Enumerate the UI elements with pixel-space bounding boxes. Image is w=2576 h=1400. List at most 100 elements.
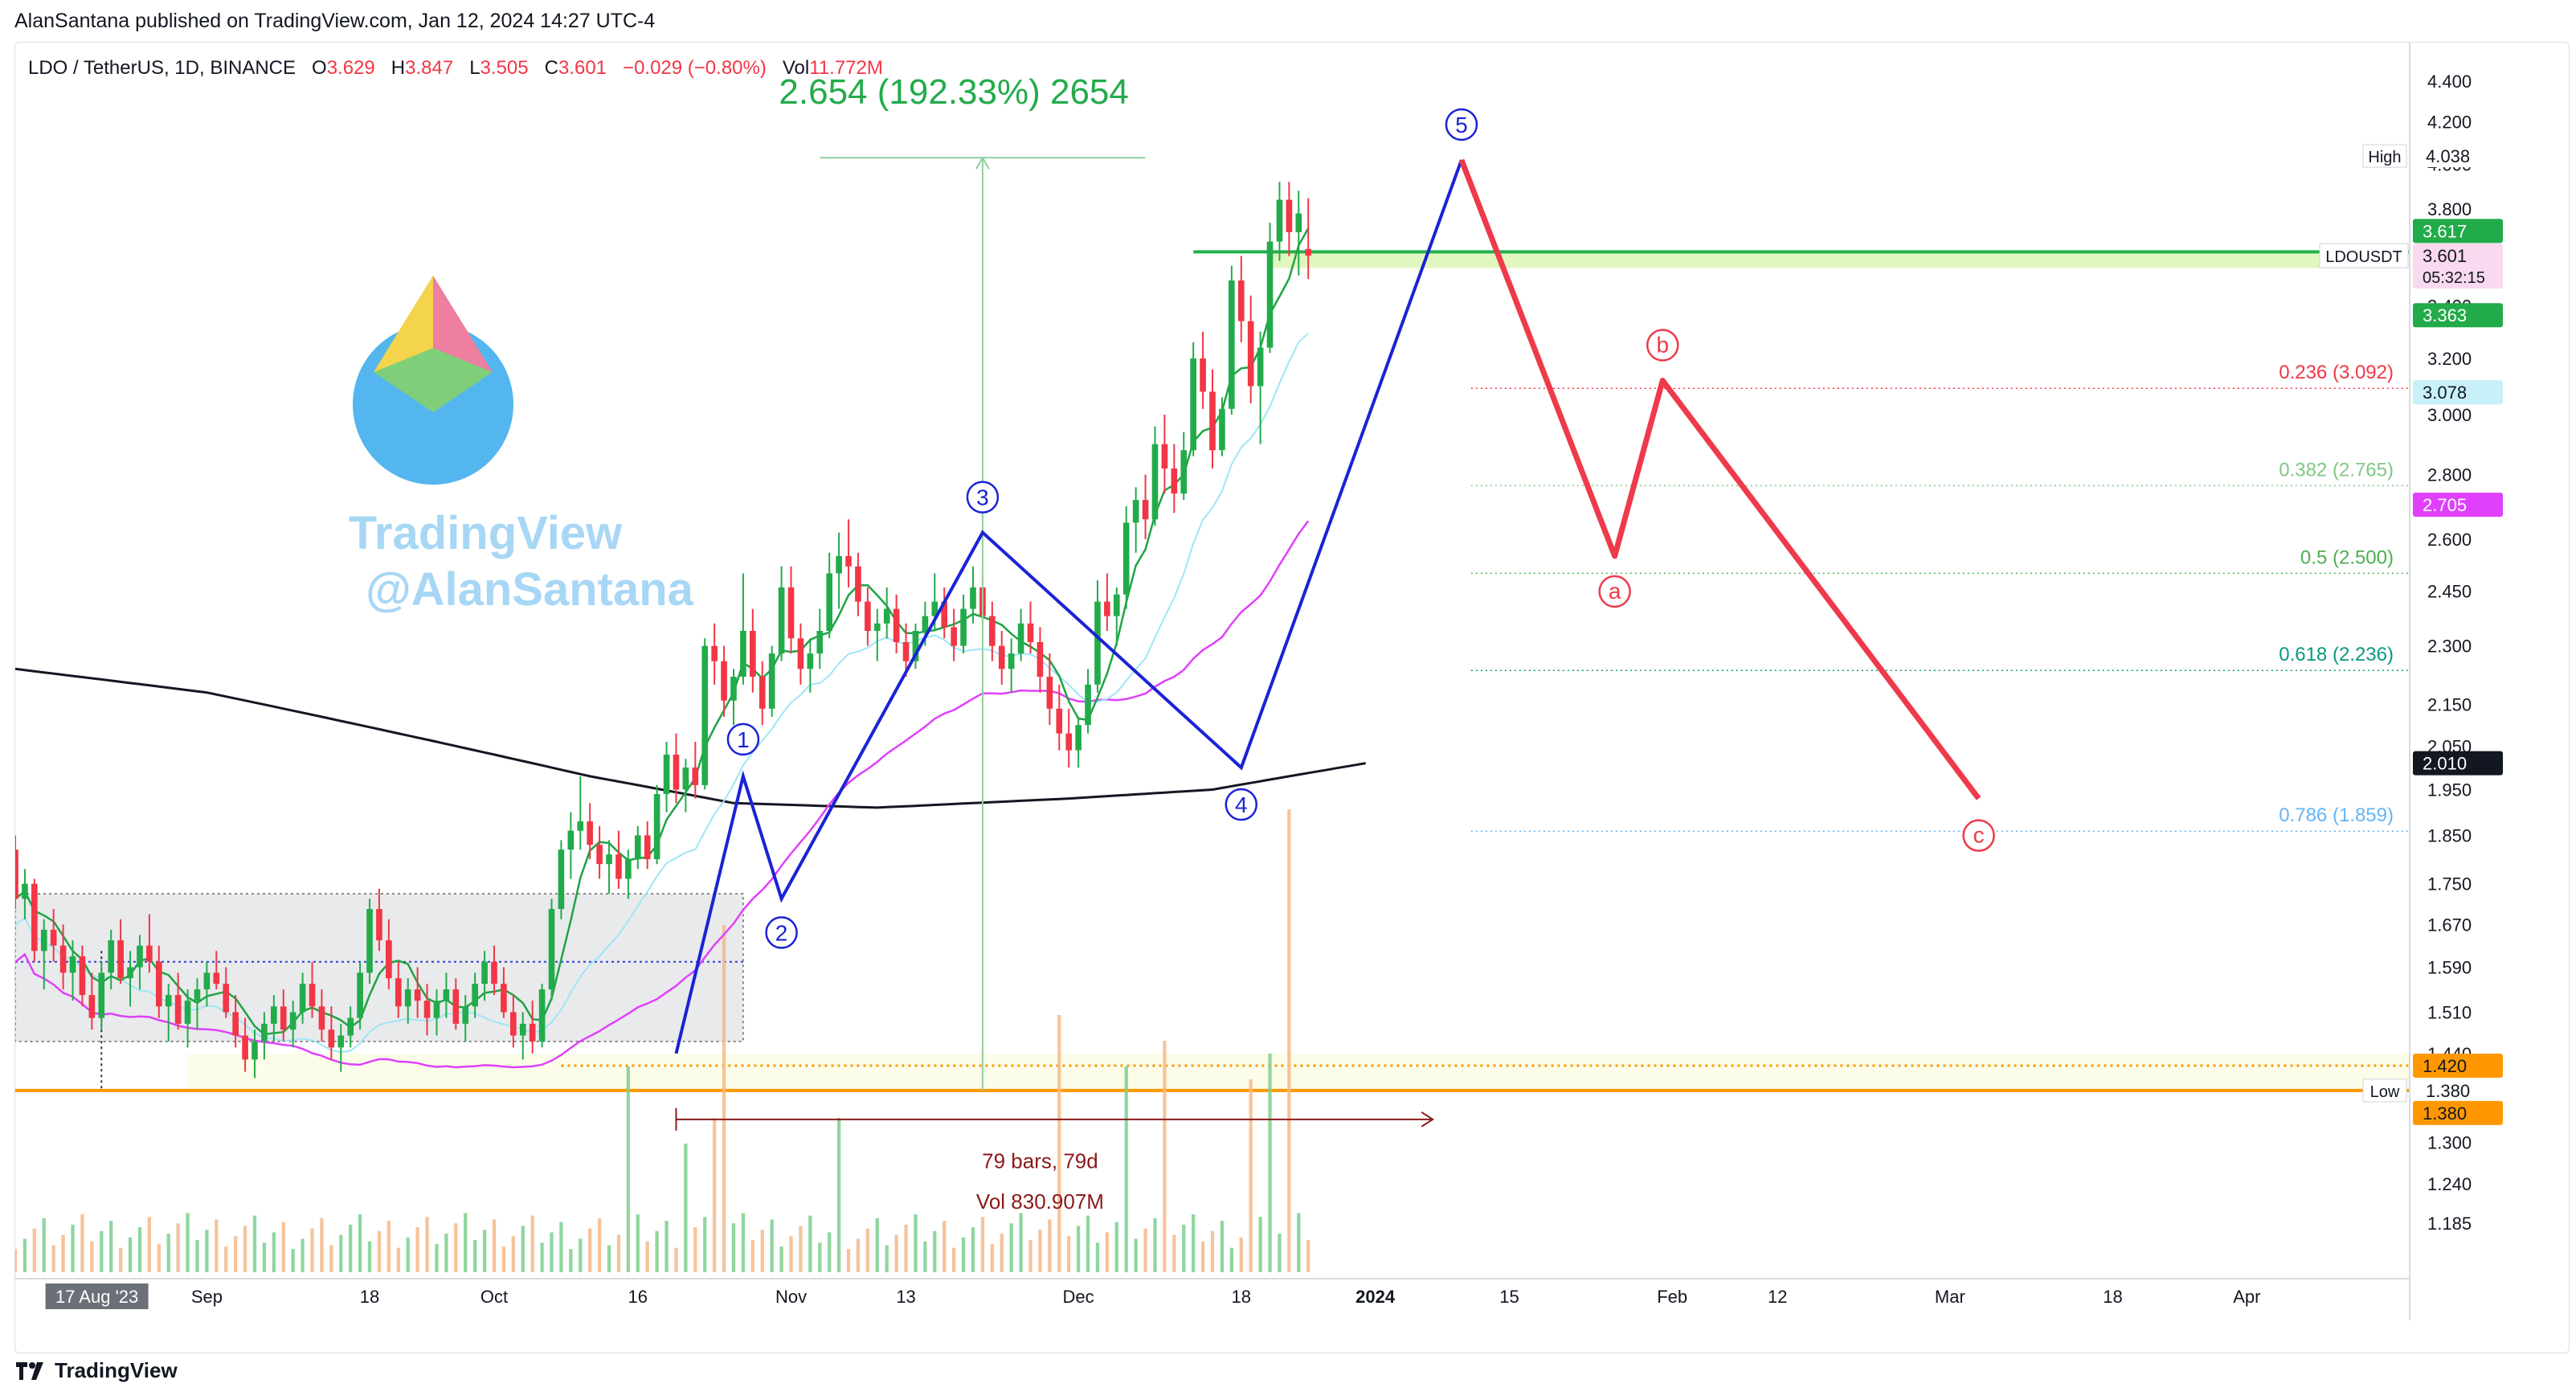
time-tick-label: Oct xyxy=(480,1287,508,1307)
watermark-line1: TradingView xyxy=(349,507,623,559)
measure-arrowhead xyxy=(975,156,990,170)
candle-body xyxy=(1142,500,1149,520)
footer-brand: TradingView xyxy=(55,1358,178,1382)
candle-body xyxy=(826,573,833,632)
volume-bar xyxy=(750,1240,754,1272)
volume-bar xyxy=(1000,1234,1004,1272)
volume-bar xyxy=(339,1234,343,1272)
candle-body xyxy=(519,1023,526,1036)
volume-bar xyxy=(1229,1247,1233,1272)
candle-body xyxy=(174,995,182,1024)
volume-bar xyxy=(425,1217,429,1272)
candle-body xyxy=(596,845,603,865)
price-label-magenta: 2.705 xyxy=(2413,493,2503,518)
price-label-marker: Low 1.380 xyxy=(2362,1079,2482,1103)
price-chart[interactable]: 0.236 (3.092) 0.382 (2.765) 0.5 (2.500) 0.6… xyxy=(15,43,2569,1353)
candle-body xyxy=(682,768,689,790)
candle-body xyxy=(1266,241,1274,348)
wave-label-text: 1 xyxy=(737,727,750,752)
volume-bar xyxy=(406,1237,410,1272)
time-tick-label: 16 xyxy=(628,1287,648,1307)
volume-bar xyxy=(530,1215,534,1272)
volume-bar xyxy=(272,1232,276,1272)
volume-bar xyxy=(1297,1213,1301,1272)
price-tick-label: 2.300 xyxy=(2427,637,2472,657)
chart-frame[interactable]: 0.236 (3.092) 0.382 (2.765) 0.5 (2.500) 0.6… xyxy=(14,42,2570,1353)
wave-label-circle xyxy=(726,723,760,756)
candle-body xyxy=(1113,594,1120,616)
candle-body xyxy=(155,961,162,1007)
wave-label-circle xyxy=(966,481,1000,514)
volume-bar xyxy=(1134,1238,1138,1272)
open-value: 3.629 xyxy=(326,57,375,79)
candle-body xyxy=(1037,641,1044,677)
volume-bar xyxy=(894,1234,898,1272)
price-tick-label: 1.950 xyxy=(2427,780,2472,800)
volume-bar xyxy=(818,1242,822,1272)
correction-label-a: a xyxy=(1598,575,1631,608)
volume-bar xyxy=(1268,1054,1272,1272)
price-tag-bg xyxy=(2413,219,2503,244)
volume-bar xyxy=(234,1236,238,1272)
volume-bar xyxy=(224,1246,228,1272)
candle-body xyxy=(1190,358,1196,451)
symbol-label[interactable]: LDO / TetherUS, 1D, BINANCE xyxy=(28,57,296,79)
volume-bar xyxy=(550,1232,554,1272)
close-label: C xyxy=(544,57,558,79)
volume-bar xyxy=(559,1222,563,1272)
candle-body xyxy=(1295,213,1302,232)
candle-body xyxy=(1075,725,1082,751)
volume-bar xyxy=(157,1243,161,1272)
candle-body xyxy=(347,1017,354,1036)
price-marker-text: Low xyxy=(2370,1083,2400,1101)
price-tick-label: 1.510 xyxy=(2427,1002,2472,1022)
candle-body xyxy=(816,631,824,654)
price-tag-value: 1.420 xyxy=(2423,1056,2467,1076)
candle-body xyxy=(146,945,153,962)
volume-bar xyxy=(349,1224,353,1272)
candle-body xyxy=(184,1001,191,1024)
candle-body xyxy=(491,961,497,985)
candle-body xyxy=(271,1006,277,1024)
volume-bar xyxy=(15,1249,18,1272)
wave-label-text: 4 xyxy=(1235,792,1248,817)
candle-body xyxy=(404,989,411,1007)
volume-bar xyxy=(386,1221,391,1272)
price-tick-label: 3.200 xyxy=(2427,349,2472,369)
candle-body xyxy=(433,1001,440,1018)
price-tick-label: 3.800 xyxy=(2427,199,2472,219)
price-tick-label: 2.800 xyxy=(2427,465,2472,485)
candle-body xyxy=(883,608,890,624)
candle-body xyxy=(787,587,795,639)
time-tick-label: 13 xyxy=(896,1287,915,1307)
candle-body xyxy=(740,631,746,677)
ma-slow-line xyxy=(15,520,1310,1069)
volume-bar xyxy=(1306,1240,1310,1272)
volume-bar xyxy=(118,1247,123,1272)
candle-body xyxy=(1085,684,1091,726)
time-tick-label: Feb xyxy=(1657,1287,1687,1307)
tradingview-footer[interactable]: TradingView xyxy=(14,1358,178,1383)
volume-bar xyxy=(291,1249,295,1272)
candle-body xyxy=(1017,623,1024,654)
volume-bar xyxy=(32,1228,36,1272)
price-tag-value: 3.601 xyxy=(2423,246,2467,266)
candle-body xyxy=(79,956,86,996)
candle-body xyxy=(663,754,670,795)
candle-body xyxy=(1276,199,1283,242)
wave-label-text: 3 xyxy=(976,485,989,510)
volume-bar xyxy=(367,1241,372,1272)
wave-label-circle xyxy=(1445,108,1478,141)
volume-bar xyxy=(828,1232,832,1272)
candle-body xyxy=(59,945,67,973)
volume-bar xyxy=(511,1236,515,1272)
candle-body xyxy=(452,989,460,1024)
price-label-cyan: 3.078 xyxy=(2413,380,2503,405)
volume-bar xyxy=(836,1118,841,1272)
candle-body xyxy=(1122,522,1130,595)
volume-bar xyxy=(540,1242,544,1272)
price-marker-value-bg xyxy=(2413,1079,2482,1102)
price-tag-timer: 05:32:15 xyxy=(2423,269,2485,287)
volume-bar xyxy=(636,1214,640,1272)
volume-bar xyxy=(961,1237,966,1272)
